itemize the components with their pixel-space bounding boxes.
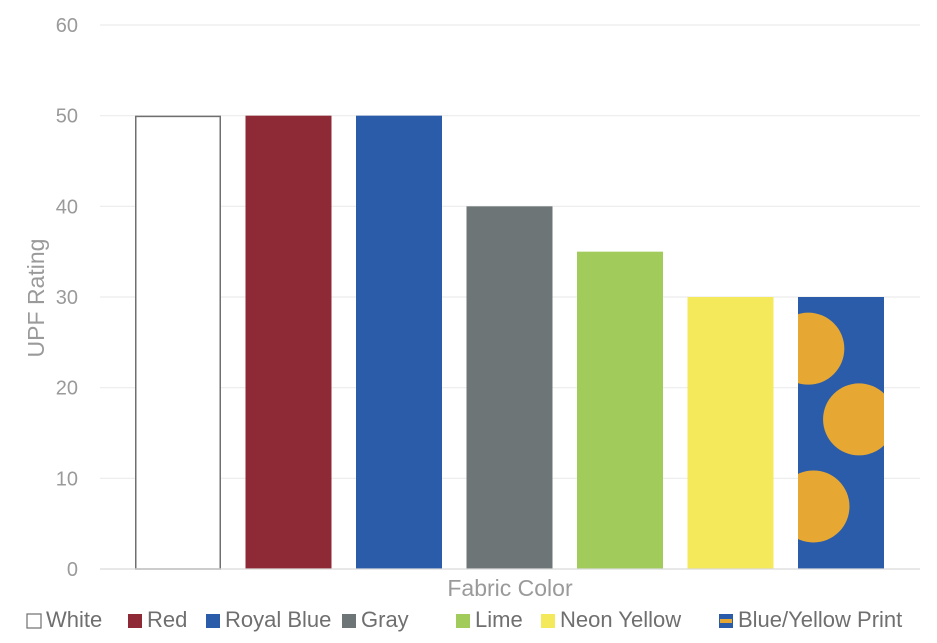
y-tick-label: 40 (56, 196, 78, 218)
y-tick-label: 60 (56, 15, 78, 37)
legend-label: Gray (361, 607, 409, 632)
legend-label: Royal Blue (225, 607, 331, 632)
y-tick-label: 30 (56, 287, 78, 309)
y-axis-title: UPF Rating (23, 239, 49, 358)
bar-neon-yellow (687, 297, 774, 569)
bar-white (135, 115, 221, 570)
print-dot (798, 312, 845, 385)
legend-label: Lime (475, 607, 523, 632)
legend-swatch (342, 614, 356, 628)
legend-item-gray: Gray (342, 607, 409, 632)
legend-item-red: Red (128, 607, 187, 632)
legend-label: Neon Yellow (560, 607, 681, 632)
legend-label: Red (147, 607, 187, 632)
print-dots (798, 312, 884, 543)
print-dot (798, 470, 850, 543)
legend-swatch (26, 613, 42, 629)
x-axis-title: Fabric Color (447, 575, 573, 601)
legend-item-royal-blue: Royal Blue (206, 607, 331, 632)
legend-swatch-dot (720, 619, 732, 623)
y-tick-label: 10 (56, 468, 78, 490)
legend-label: Blue/Yellow Print (738, 607, 902, 632)
legend-swatch (206, 614, 220, 628)
legend-item-lime: Lime (456, 607, 523, 632)
legend-item-white: White (26, 607, 102, 632)
legend: White Red Royal Blue Gray Lime Neon Yellow Blu… (26, 607, 902, 632)
legend-swatch (541, 614, 555, 628)
print-dot (823, 383, 884, 456)
bar-lime (577, 251, 663, 569)
bar-royal-blue (356, 115, 442, 570)
legend-label: White (46, 607, 102, 632)
legend-swatch (456, 614, 470, 628)
legend-swatch (128, 614, 142, 628)
y-axis-ticks: 0 10 20 30 40 50 60 (56, 15, 78, 581)
bars (135, 115, 884, 570)
y-tick-label: 0 (67, 559, 78, 581)
y-tick-label: 20 (56, 378, 78, 400)
y-tick-label: 50 (56, 106, 78, 128)
legend-item-blue-yellow-print: Blue/Yellow Print (719, 607, 902, 632)
bar-red (245, 115, 332, 570)
legend-item-neon-yellow: Neon Yellow (541, 607, 681, 632)
bar-gray (466, 206, 553, 570)
